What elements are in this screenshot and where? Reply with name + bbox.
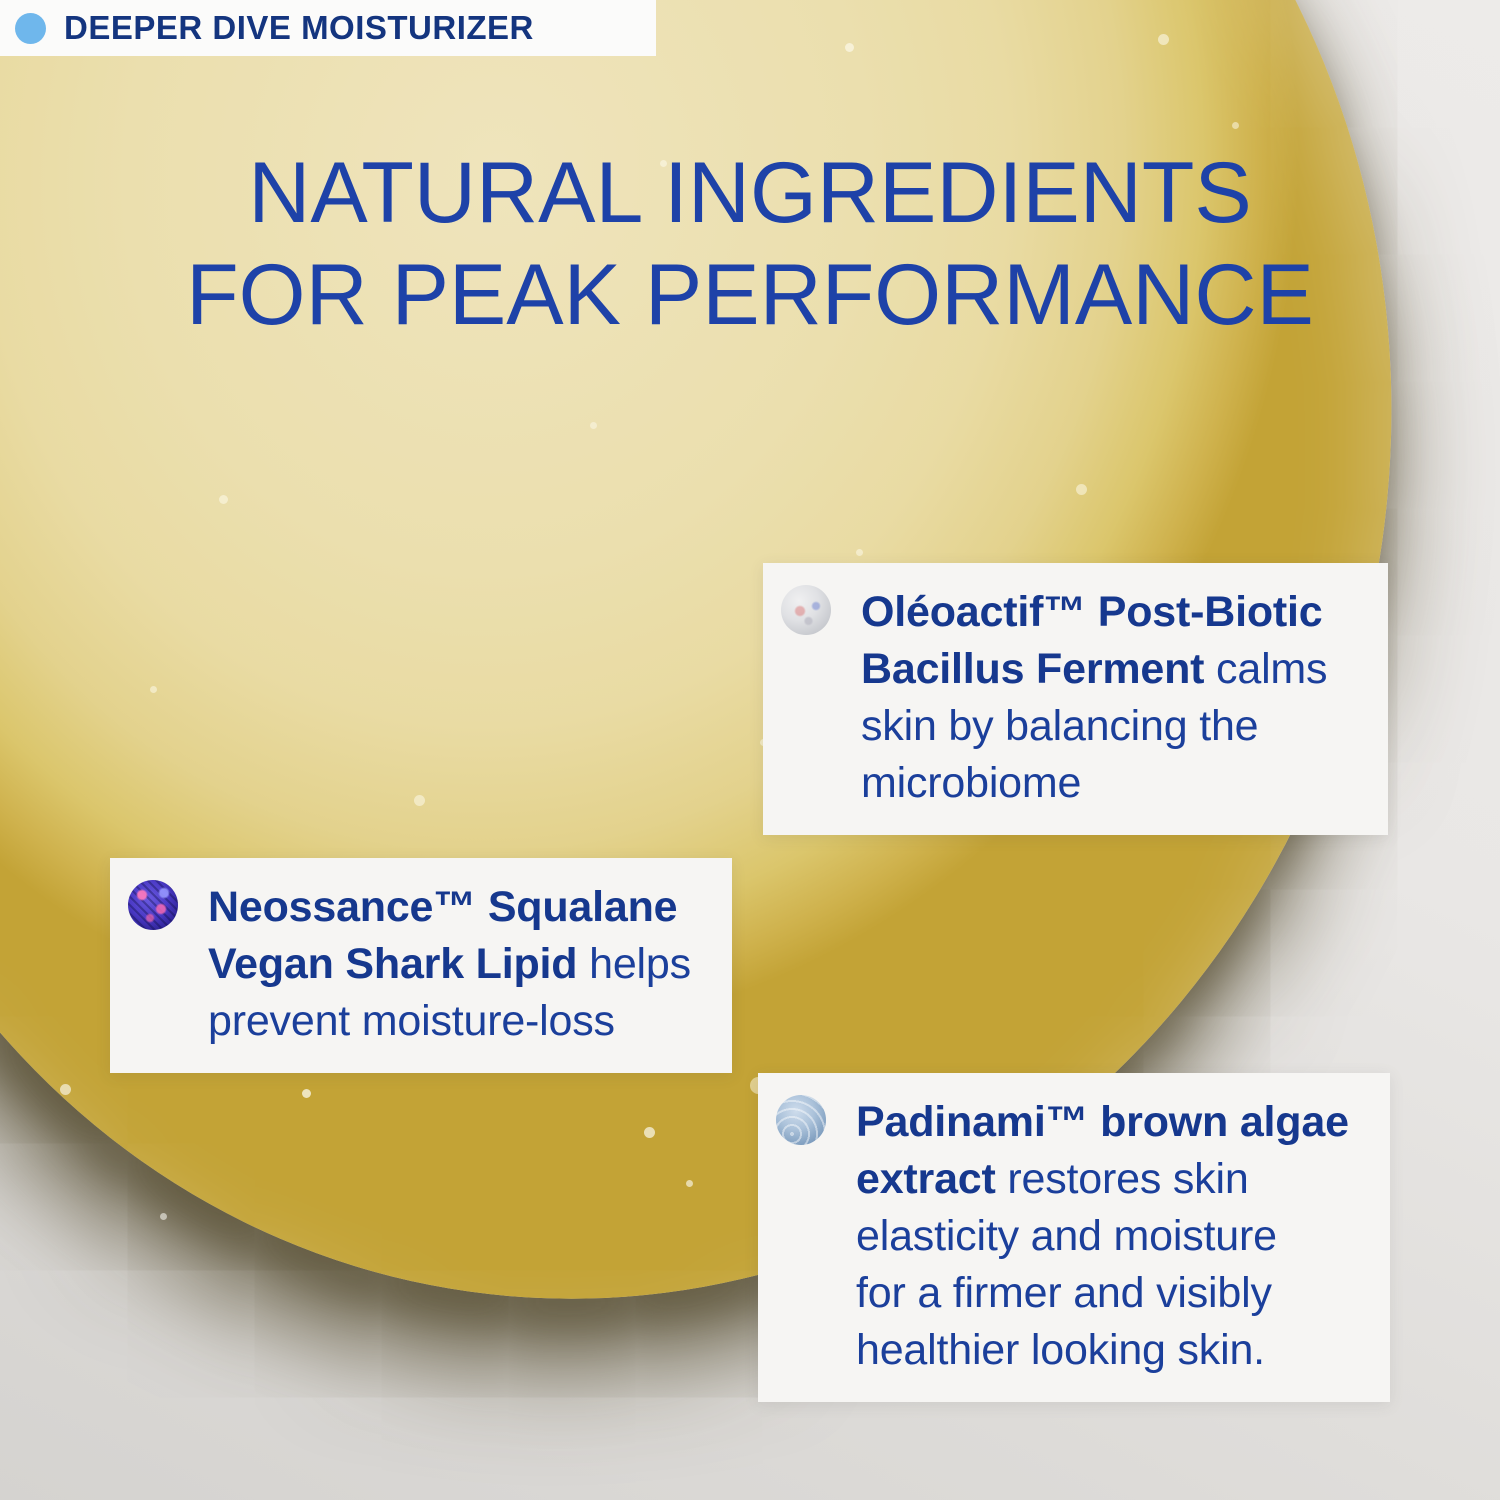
blue-dot-icon [15, 12, 46, 44]
headline-line-2: FOR PEAK PERFORMANCE [186, 247, 1314, 343]
ingredient-card-oleoactif-post-biotic: Oléoactif™ Post-Biotic Bacillus Ferment c… [763, 563, 1388, 835]
ingredient-card-padinami-algae: Padinami™ brown algae extract restores sk… [758, 1073, 1390, 1402]
bacillus-ferment-icon [781, 585, 831, 635]
ingredient-description-neossance: Neossance™ Squalane Vegan Shark Lipid hel… [208, 883, 691, 1045]
product-badge: DEEPER DIVE MOISTURIZER [0, 0, 656, 56]
ingredient-description-oleoactif: Oléoactif™ Post-Biotic Bacillus Ferment c… [861, 588, 1328, 807]
squalane-lipid-icon [128, 880, 178, 930]
ingredient-card-neossance-squalane: Neossance™ Squalane Vegan Shark Lipid hel… [110, 858, 732, 1073]
headline: NATURAL INGREDIENTS FOR PEAK PERFORMANCE [0, 142, 1500, 346]
product-name-label: DEEPER DIVE MOISTURIZER [64, 9, 534, 46]
headline-line-1: NATURAL INGREDIENTS [248, 145, 1252, 241]
ingredient-description-padinami: Padinami™ brown algae extract restores sk… [856, 1098, 1349, 1374]
brown-algae-icon [776, 1095, 826, 1145]
